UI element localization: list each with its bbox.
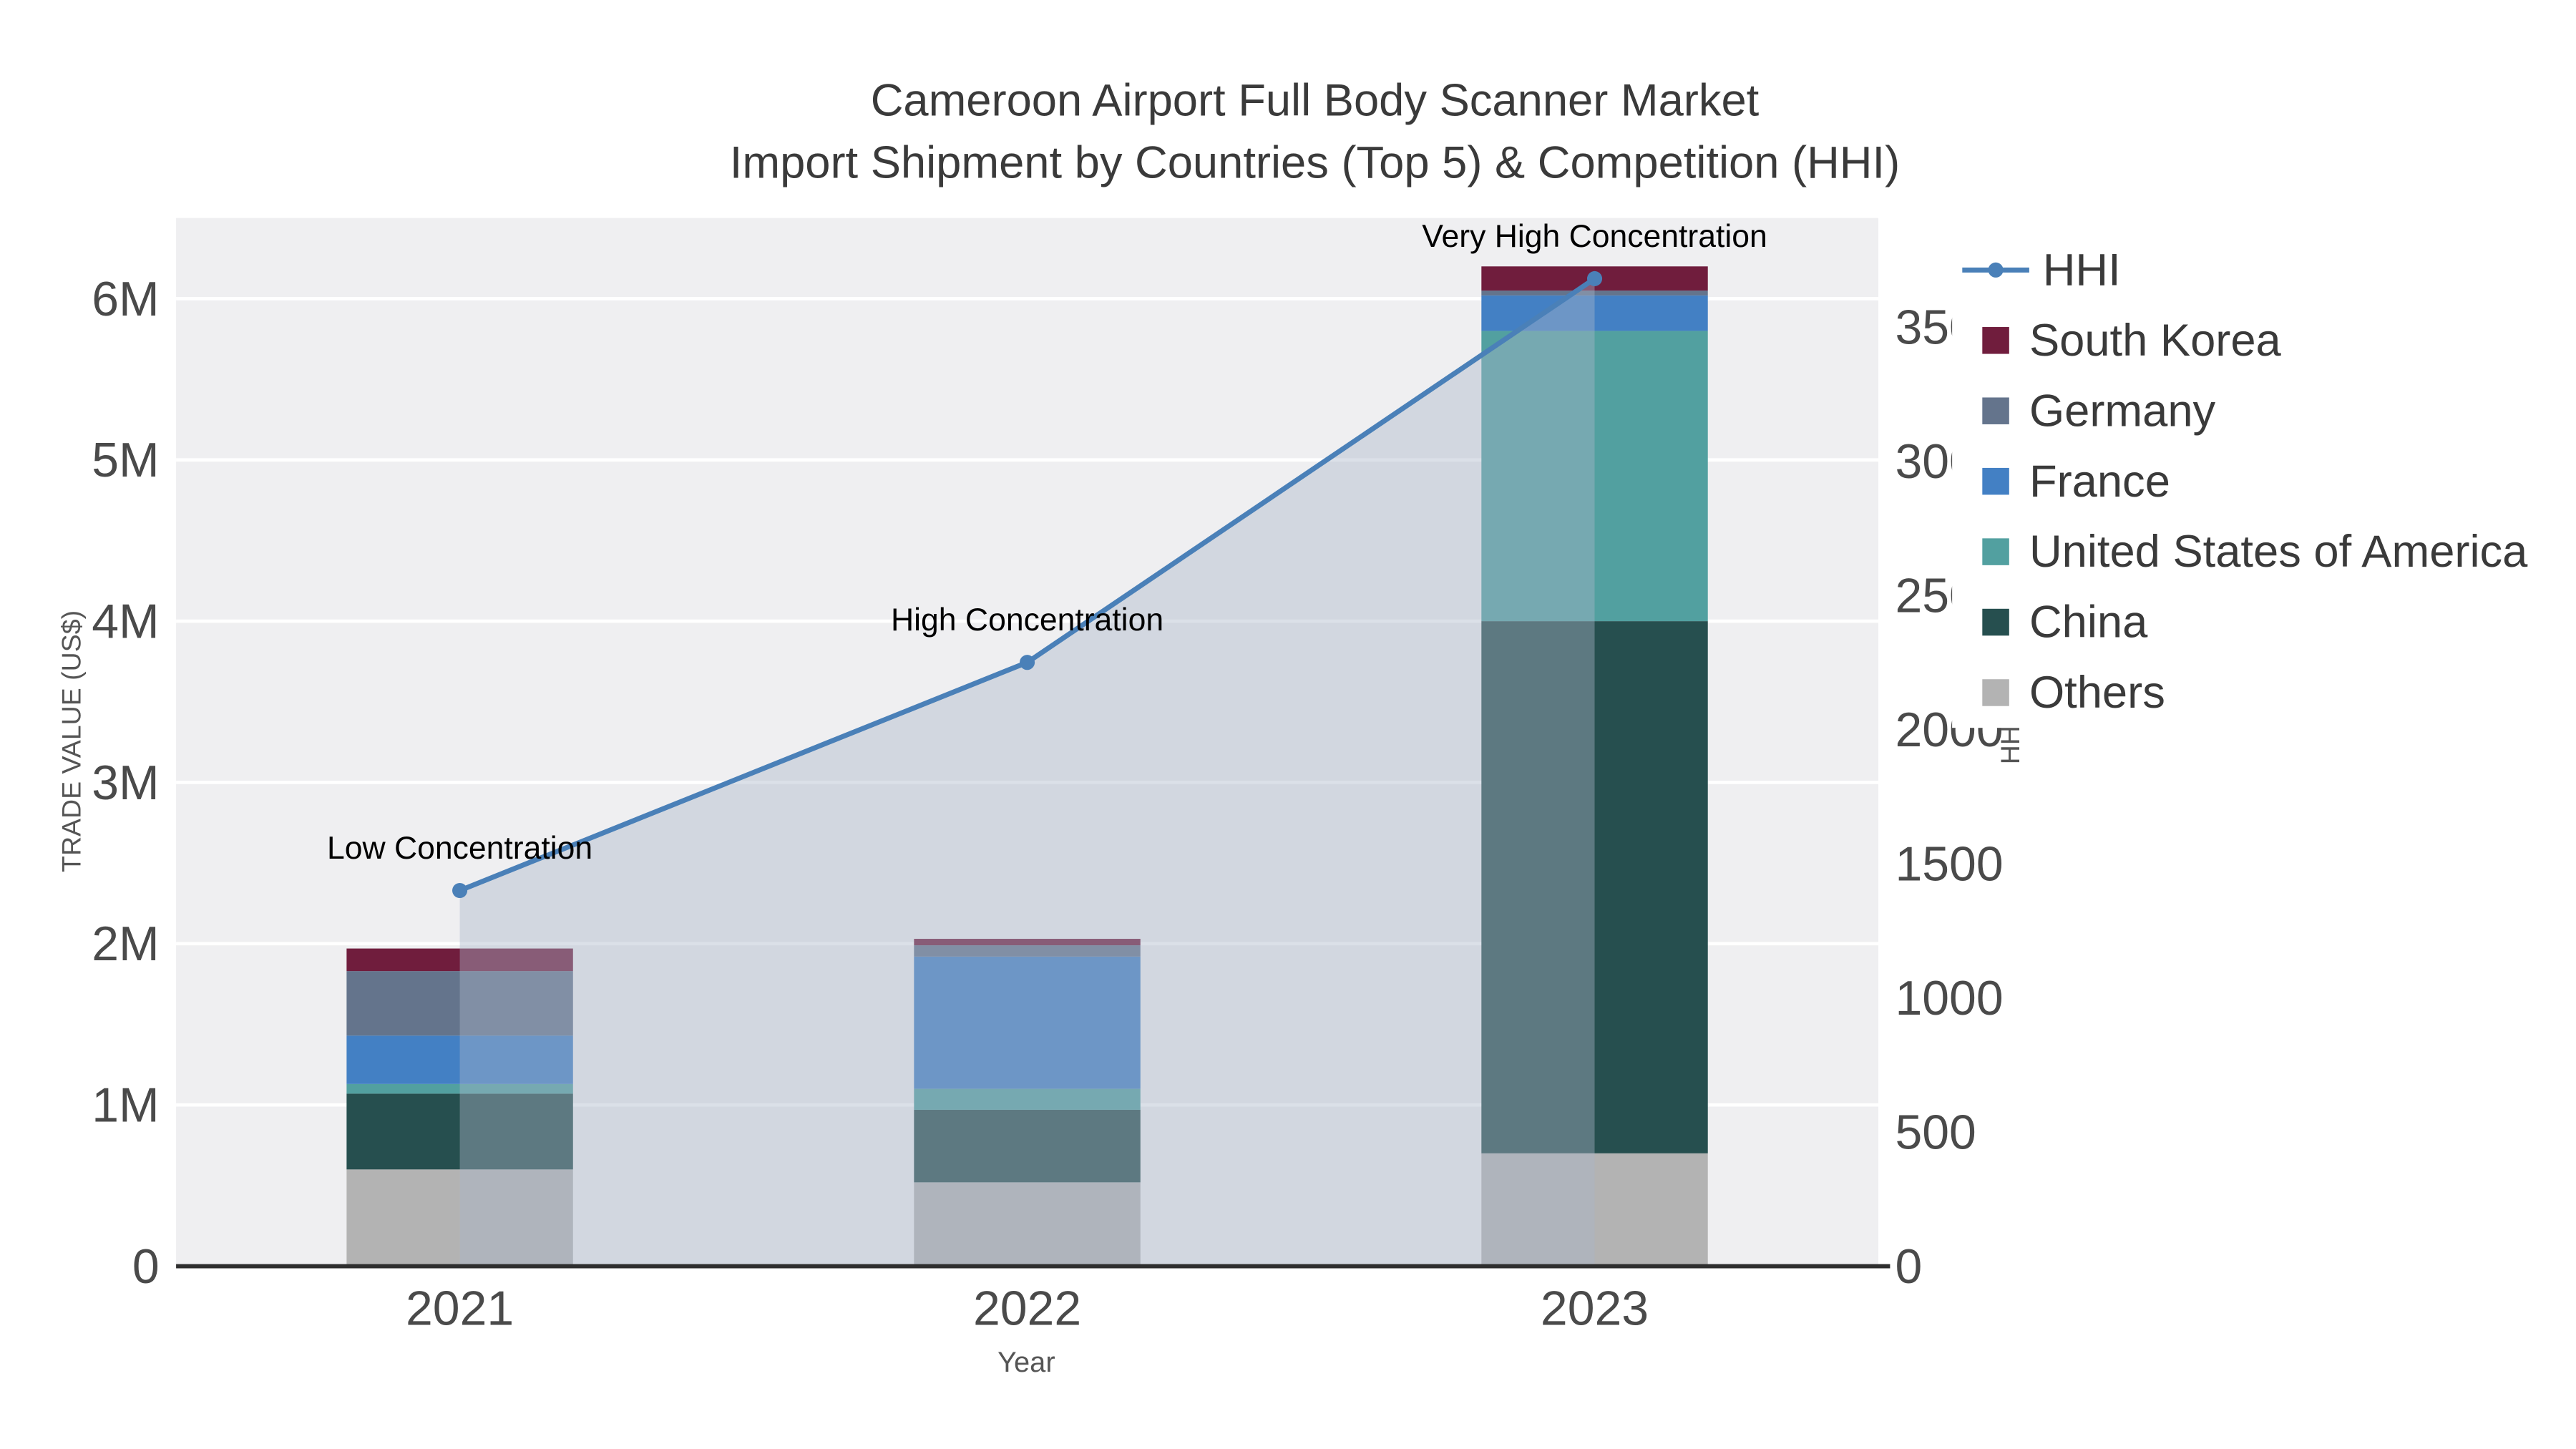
hhi-marker-2023 <box>1586 270 1603 286</box>
bar-segment-france-2021 <box>346 1035 573 1084</box>
legend-label-germany: Germany <box>2029 384 2216 436</box>
y-right-tick-label: 1000 <box>1895 971 2003 1025</box>
y-left-tick-label: 5M <box>92 433 159 487</box>
hhi-area-fill <box>459 278 1595 1267</box>
x-tick-label: 2021 <box>406 1282 514 1336</box>
bar-segment-germany-2022 <box>914 945 1141 957</box>
legend-item-united-states-of-america[interactable]: United States of America <box>1952 517 2576 587</box>
bar-segment-china-2022 <box>914 1109 1141 1183</box>
bar-segment-south-korea-2021 <box>346 948 573 972</box>
legend-item-south-korea[interactable]: South Korea <box>1952 306 2576 376</box>
bar-segment-germany-2023 <box>1481 291 1708 296</box>
y-left-tick-label: 3M <box>92 756 159 810</box>
legend-item-others[interactable]: Others <box>1952 658 2576 728</box>
annotation-very-high-concentration: Very High Concentration <box>1422 219 1767 254</box>
color-swatch-france <box>1982 467 2009 495</box>
color-swatch-united-states-of-america <box>1982 538 2009 565</box>
bar-segment-united-states-of-america-2022 <box>914 1088 1141 1110</box>
hhi-marker-2021 <box>452 882 468 899</box>
bar-segment-united-states-of-america-2023 <box>1481 331 1708 622</box>
bar-segment-united-states-of-america-2021 <box>346 1083 573 1094</box>
color-swatch-others <box>1982 679 2009 706</box>
annotation-low-concentration: Low Concentration <box>327 831 592 866</box>
x-axis-title: Year <box>997 1347 1055 1378</box>
bar-segment-others-2022 <box>914 1182 1141 1267</box>
bar-segment-china-2023 <box>1481 621 1708 1153</box>
y-right-tick-label: 500 <box>1895 1105 1976 1159</box>
color-swatch-south-korea <box>1982 327 2009 354</box>
legend-label-others: Others <box>2029 666 2165 717</box>
color-swatch-china <box>1982 608 2009 636</box>
legend-item-france[interactable]: France <box>1952 446 2576 516</box>
hhi-line-swatch <box>1962 258 2029 282</box>
legend: HHI South Korea Germany France United States… <box>1952 235 2576 728</box>
y-right-tick-label: 1500 <box>1895 836 2003 891</box>
legend-item-hhi[interactable]: HHI <box>1952 235 2576 305</box>
x-tick-label: 2023 <box>1541 1282 1649 1336</box>
y-left-tick-label: 6M <box>92 272 159 326</box>
y-left-tick-label: 2M <box>92 917 159 971</box>
color-swatch-germany <box>1982 397 2009 424</box>
annotation-high-concentration: High Concentration <box>891 602 1163 638</box>
chart-title-line2: Import Shipment by Countries (Top 5) & C… <box>729 137 1901 188</box>
bar-segment-france-2023 <box>1481 295 1708 331</box>
y-right-tick-label: 0 <box>1895 1239 1922 1294</box>
y-left-axis-title: TRADE VALUE (US$) <box>57 610 87 872</box>
hhi-marker-2022 <box>1020 655 1035 670</box>
legend-label-france: France <box>2029 455 2170 506</box>
chart-title-line1: Cameroon Airport Full Body Scanner Marke… <box>870 75 1760 126</box>
legend-label-china: China <box>2029 596 2148 647</box>
bar-segment-others-2023 <box>1481 1153 1708 1267</box>
legend-item-china[interactable]: China <box>1952 587 2576 657</box>
legend-label-hhi: HHI <box>2042 244 2121 295</box>
bar-segment-china-2021 <box>346 1093 573 1170</box>
legend-label-south-korea: South Korea <box>2029 314 2281 365</box>
legend-item-germany[interactable]: Germany <box>1952 376 2576 446</box>
bar-segment-germany-2021 <box>346 971 573 1036</box>
chart-title: Cameroon Airport Full Body Scanner Marke… <box>27 70 2576 194</box>
y-left-tick-label: 1M <box>92 1078 159 1133</box>
bar-segment-france-2022 <box>914 956 1141 1089</box>
bar-segment-south-korea-2022 <box>914 939 1141 946</box>
bar-segment-others-2021 <box>346 1169 573 1267</box>
x-tick-label: 2022 <box>973 1282 1081 1336</box>
y-left-tick-label: 4M <box>92 595 159 649</box>
y-left-tick-label: 0 <box>132 1239 160 1294</box>
legend-label-united-states-of-america: United States of America <box>2029 525 2528 577</box>
